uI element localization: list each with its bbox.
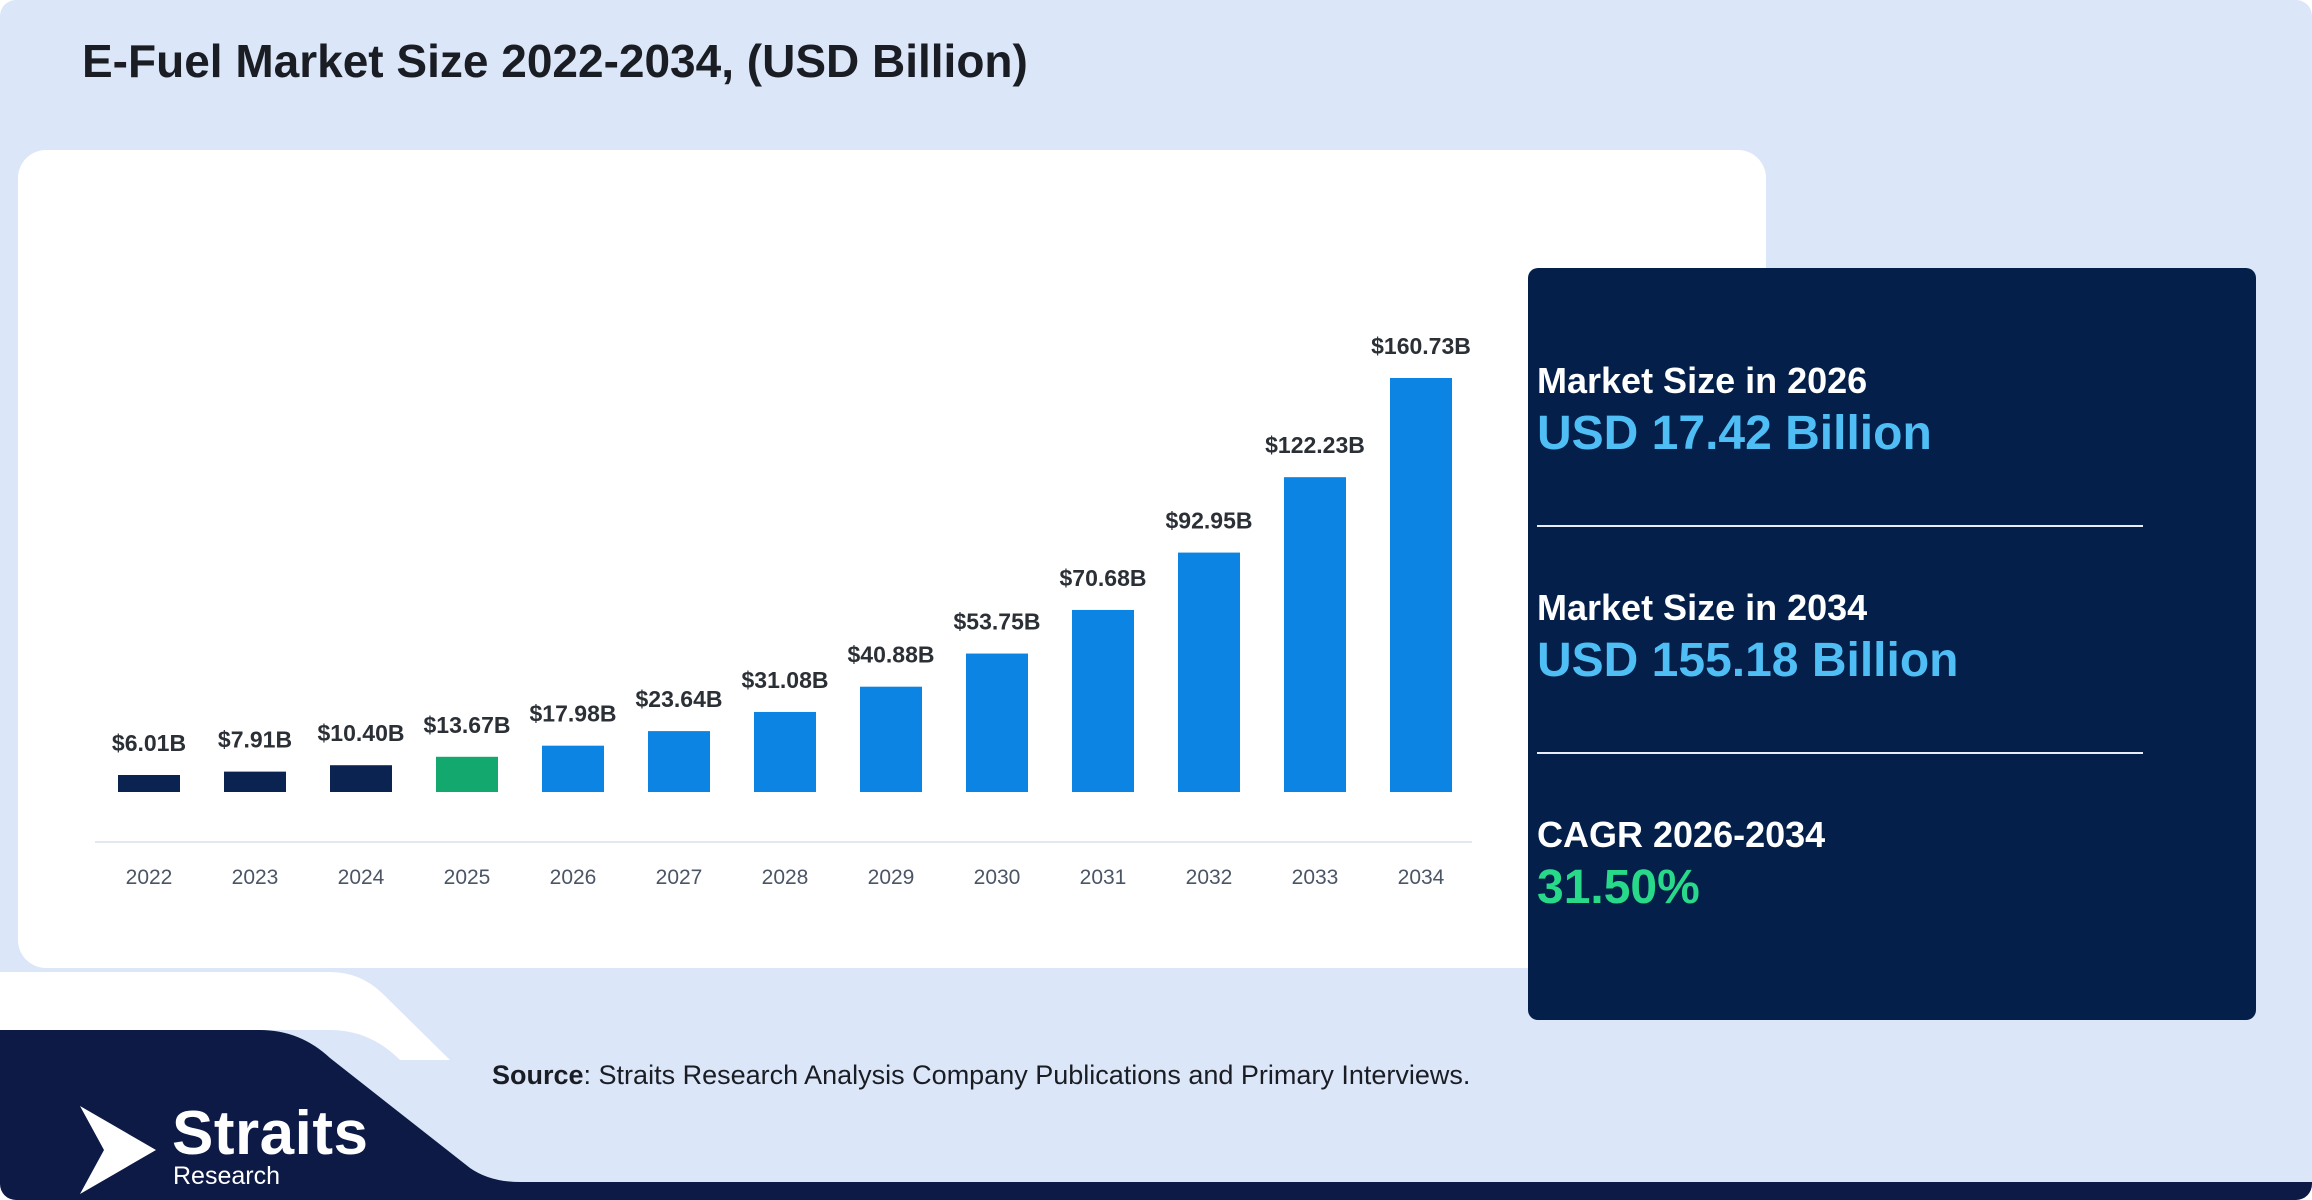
value-label: $160.73B [1371, 333, 1471, 359]
source-label: Source [492, 1060, 584, 1090]
footer-accent [0, 972, 450, 1060]
bar-2032 [1178, 552, 1240, 792]
value-label: $17.98B [530, 701, 617, 727]
stat-value: USD 17.42 Billion [1537, 407, 1932, 460]
stat-value: 31.50% [1537, 861, 1700, 914]
source-note: Source: Straits Research Analysis Compan… [492, 1060, 1470, 1091]
bar-2030 [966, 653, 1028, 792]
value-label: $23.64B [636, 686, 723, 712]
footer-band [0, 1030, 2312, 1200]
x-tick-label: 2028 [762, 866, 809, 889]
x-tick-label: 2031 [1080, 866, 1127, 889]
source-text: : Straits Research Analysis Company Publ… [583, 1060, 1471, 1090]
x-tick-label: 2030 [974, 866, 1021, 889]
x-tick-label: 2025 [444, 866, 491, 889]
bar-2022 [118, 775, 180, 792]
x-tick-label: 2027 [656, 866, 703, 889]
stat-value: USD 155.18 Billion [1537, 634, 1959, 687]
value-label: $70.68B [1060, 565, 1147, 591]
bar-2023 [224, 771, 286, 792]
value-label: $13.67B [424, 712, 511, 738]
bar-2027 [648, 731, 710, 792]
x-tick-label: 2022 [126, 866, 173, 889]
x-tick-label: 2034 [1398, 866, 1445, 889]
stat-market-size-2026: Market Size in 2026 USD 17.42 Billion [1537, 360, 1932, 461]
x-tick-label: 2026 [550, 866, 597, 889]
x-tick-label: 2029 [868, 866, 915, 889]
x-tick-label: 2033 [1292, 866, 1339, 889]
stat-label: CAGR 2026-2034 [1537, 814, 1826, 855]
stat-label: Market Size in 2034 [1537, 587, 1868, 628]
value-label: $31.08B [742, 667, 829, 693]
bar-2024 [330, 765, 392, 792]
straits-research-logo: Straits Research [80, 1099, 400, 1194]
stats-panel: Market Size in 2026 USD 17.42 Billion Ma… [1528, 268, 2256, 1020]
logo-subtitle: Research [173, 1162, 280, 1190]
value-label: $10.40B [318, 720, 405, 746]
bar-2029 [860, 686, 922, 792]
value-label: $7.91B [218, 727, 292, 753]
stat-divider [1537, 525, 2143, 527]
value-label: $40.88B [848, 642, 935, 668]
bar-2028 [754, 711, 816, 792]
stat-label: Market Size in 2026 [1537, 360, 1868, 401]
bar-2031 [1072, 609, 1134, 792]
logo-name: Straits [172, 1099, 369, 1168]
bar-2025 [436, 756, 498, 792]
stat-cagr: CAGR 2026-2034 31.50% [1537, 814, 1825, 915]
x-tick-label: 2023 [232, 866, 279, 889]
value-label: $6.01B [112, 730, 186, 756]
stat-market-size-2034: Market Size in 2034 USD 155.18 Billion [1537, 587, 1958, 688]
bar-2034 [1390, 378, 1452, 792]
bar-2026 [542, 745, 604, 792]
value-label: $92.95B [1166, 508, 1253, 534]
value-label: $122.23B [1265, 432, 1365, 458]
logo-arrow-icon [80, 1106, 156, 1194]
bar-2033 [1284, 477, 1346, 792]
x-tick-label: 2024 [338, 866, 385, 889]
value-label: $53.75B [954, 609, 1041, 635]
page-title: E-Fuel Market Size 2022-2034, (USD Billi… [82, 35, 1028, 87]
bars-layer: $6.01B 2022 $7.91B 2023 $10.40B 2024 $13.67B 20… [95, 333, 1472, 889]
x-tick-label: 2032 [1186, 866, 1233, 889]
stat-divider [1537, 752, 2143, 754]
